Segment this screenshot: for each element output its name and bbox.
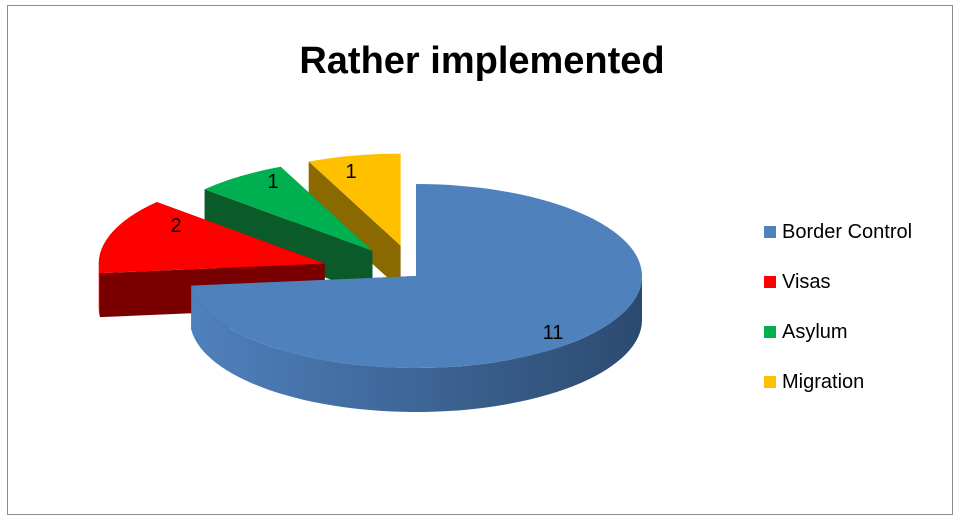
pie-side-asylum-start <box>204 189 373 295</box>
pie-slice-visas <box>98 201 325 274</box>
chart-title: Rather implemented <box>299 40 665 82</box>
data-label-border-control: 11 <box>543 322 564 344</box>
legend-swatch-asylum <box>764 326 776 338</box>
legend-swatch-visas <box>764 276 776 288</box>
pie-slice-border-control <box>191 184 643 368</box>
legend-swatch-migration <box>764 376 776 388</box>
data-label-asylum: 1 <box>267 171 278 193</box>
pie-wall-visas <box>98 263 100 318</box>
pie-slice-migration <box>308 153 401 246</box>
data-label-migration: 1 <box>345 161 356 183</box>
pie-wall-border-control <box>191 276 643 413</box>
data-label-visas: 2 <box>170 215 181 237</box>
pie-side-migration-start <box>308 161 401 290</box>
legend-item-migration: Migration <box>764 370 912 394</box>
chart-area: Rather implemented 11 2 1 1 Border Control … <box>7 5 953 515</box>
legend-item-asylum: Asylum <box>764 320 912 344</box>
legend-label-asylum: Asylum <box>782 320 848 343</box>
legend-item-border-control: Border Control <box>764 220 912 244</box>
legend-item-visas: Visas <box>764 270 912 294</box>
pie-slice-asylum <box>204 166 373 251</box>
legend-label-border-control: Border Control <box>782 220 913 243</box>
legend: Border Control Visas Asylum Migration <box>764 220 912 420</box>
legend-label-visas: Visas <box>782 270 831 293</box>
legend-swatch-border-control <box>764 226 776 238</box>
legend-label-migration: Migration <box>782 370 865 393</box>
